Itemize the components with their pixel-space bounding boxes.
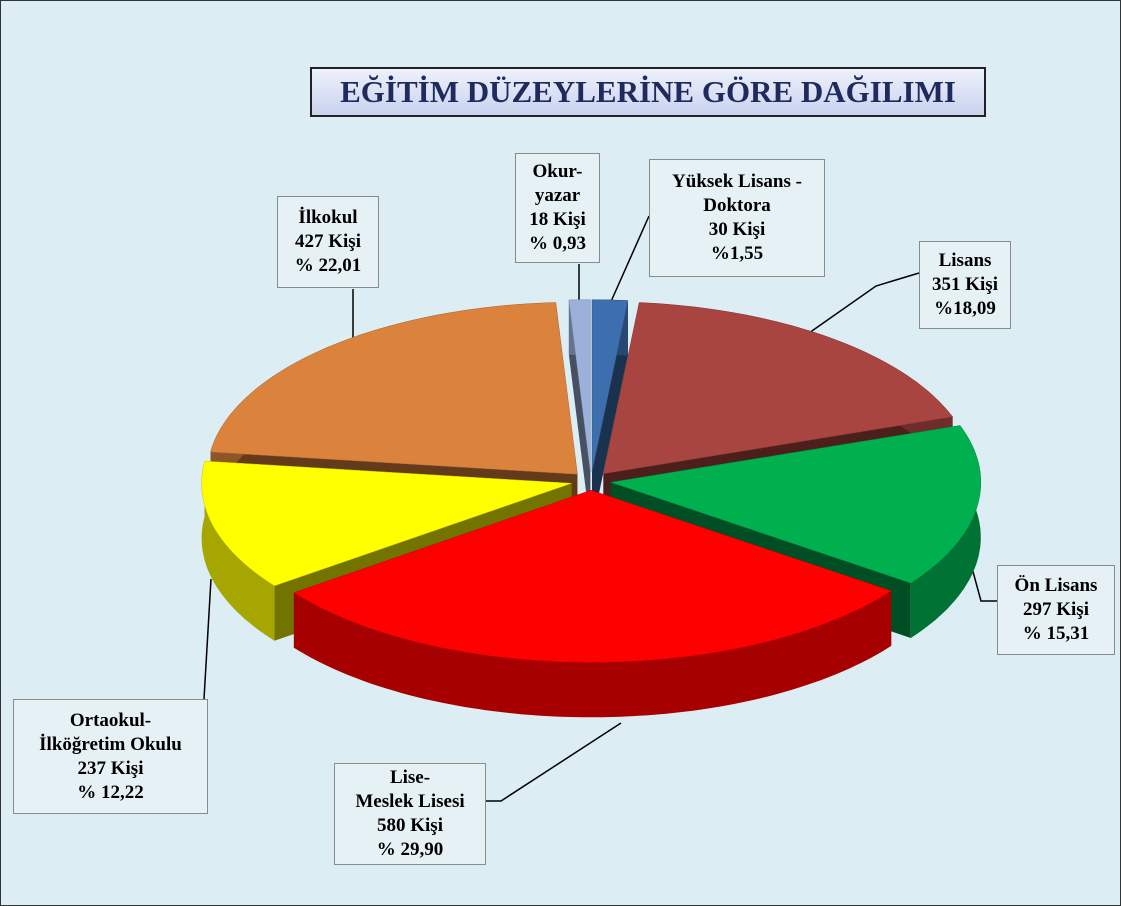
slice-side (592, 300, 628, 527)
label-count: 351 Kişi (932, 274, 998, 295)
slice-top (610, 425, 982, 584)
slices (201, 299, 982, 718)
leader-line (808, 272, 920, 334)
label-category: Yüksek Lisans - Doktora (672, 171, 802, 216)
label-category: İlkokul (298, 207, 358, 228)
slice-wall (201, 461, 275, 641)
label-count: 427 Kişi (295, 231, 361, 252)
label-percent: %1,55 (710, 243, 764, 264)
label-count: 237 Kişi (77, 757, 144, 779)
label-percent: % 12,22 (77, 781, 144, 803)
data-label: Yüksek Lisans - Doktora 30 Kişi %1,55 (649, 159, 825, 277)
label-category: Ön Lisans (1014, 575, 1098, 596)
slice-top (293, 490, 892, 663)
label-count: 30 Kişi (708, 219, 766, 240)
slice-wall (293, 590, 892, 718)
label-percent: %18,09 (934, 298, 996, 319)
label-count: 18 Kişi (529, 209, 586, 230)
data-label: Ortaokul- İlköğretim Okulu 237 Kişi% 12,2… (13, 699, 208, 814)
slice-top (201, 460, 572, 587)
data-label: Ön Lisans 297 Kişi % 15,31 (997, 565, 1115, 655)
slice-top (568, 299, 591, 472)
label-category: Okur- yazar (532, 161, 583, 206)
label-count: 580 Kişi (377, 815, 443, 836)
label-count: 297 Kişi (1023, 599, 1089, 620)
label-percent: % 0,93 (529, 233, 586, 254)
leader-line (608, 215, 650, 307)
data-label: Lise- Meslek Lisesi 580 Kişi % 29,90 (334, 763, 486, 865)
slice (568, 299, 591, 527)
slice (591, 299, 629, 527)
slice-top (591, 299, 629, 472)
chart-title: EĞİTİM DÜZEYLERİNE GÖRE DAĞILIMI (310, 67, 986, 117)
data-label: Okur- yazar 18 Kişi % 0,93 (515, 153, 600, 263)
slice-top (210, 302, 578, 475)
data-label: Lisans 351 Kişi %18,09 (919, 241, 1011, 329)
label-category: Ortaokul- İlköğretim Okulu (39, 709, 182, 755)
label-percent: % 15,31 (1022, 623, 1090, 644)
slice (293, 490, 892, 718)
leader-line (203, 578, 212, 700)
slice-side (568, 300, 591, 527)
slice-top (603, 302, 954, 475)
leader-line (486, 722, 622, 802)
label-category: Lisans (938, 250, 992, 271)
data-label: İlkokul 427 Kişi % 22,01 (277, 196, 379, 288)
label-percent: % 29,90 (376, 839, 444, 860)
label-percent: % 22,01 (294, 255, 362, 276)
label-category: Lise- Meslek Lisesi (355, 767, 465, 812)
